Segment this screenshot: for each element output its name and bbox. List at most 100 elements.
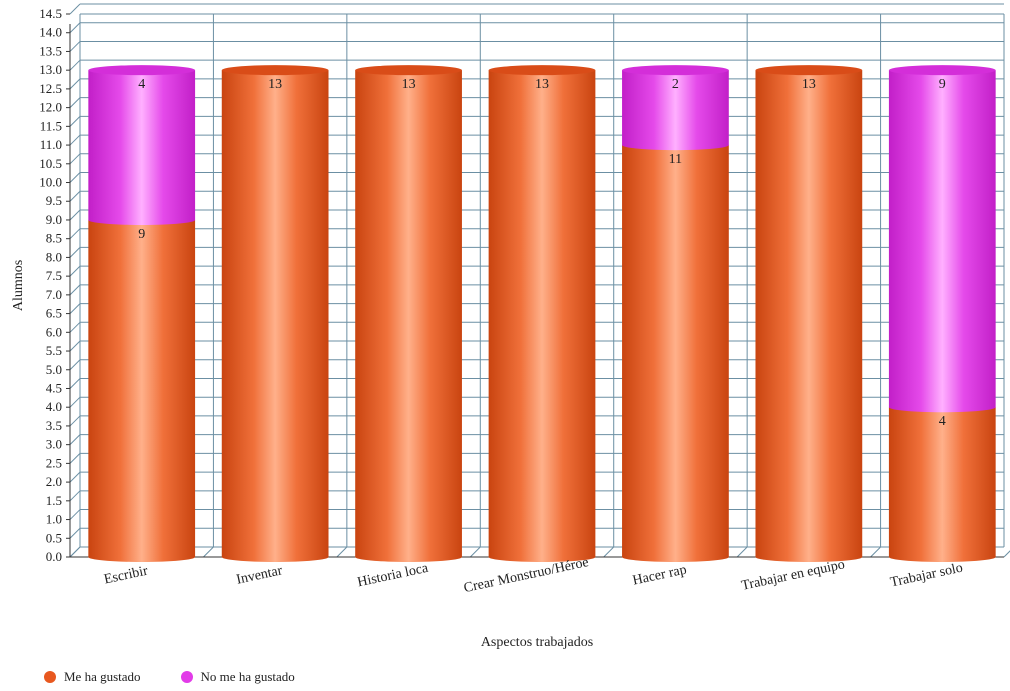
data-label: 13	[535, 77, 549, 92]
bar-base	[755, 552, 863, 562]
gridline-diag	[69, 303, 81, 314]
bar-body	[221, 70, 329, 557]
bar-segment[interactable]	[88, 65, 196, 225]
y-tick-label: 10.5	[39, 156, 62, 171]
gridline-floor	[603, 546, 615, 558]
bar-base	[488, 552, 596, 562]
y-tick-label: 2.5	[46, 455, 62, 470]
bar-cap	[888, 65, 996, 76]
bar-segment[interactable]	[488, 65, 596, 562]
bar-cap	[355, 65, 462, 76]
bar-base	[88, 214, 196, 225]
data-label: 9	[138, 227, 145, 242]
bar-body	[755, 70, 863, 557]
data-label: 13	[802, 77, 816, 92]
bar-segment[interactable]	[888, 407, 996, 562]
bar-body	[88, 70, 196, 220]
gridline-diag	[69, 59, 81, 71]
y-tick-label: 1.0	[46, 512, 62, 527]
x-tick-label: Trabajar solo	[889, 561, 964, 591]
bar-cap	[755, 65, 863, 76]
y-tick-label: 5.5	[46, 343, 62, 358]
y-tick-label: 3.0	[46, 437, 62, 452]
bar-cap	[221, 65, 329, 76]
gridline-diag	[69, 321, 81, 333]
data-label: 4	[138, 77, 145, 92]
gridline-diag	[69, 22, 81, 34]
y-tick-label: 9.0	[46, 212, 62, 227]
bar-base	[88, 552, 196, 562]
bar-cap	[488, 65, 596, 76]
x-tick-label: Historia loca	[356, 561, 430, 591]
y-tick-label: 7.0	[46, 287, 62, 302]
y-tick-label: 11.0	[40, 137, 62, 152]
y-tick-label: 14.5	[39, 6, 62, 21]
bar-segment[interactable]	[221, 65, 329, 562]
bar-body	[622, 70, 729, 146]
bar-segment[interactable]	[355, 65, 462, 562]
gridline-floor	[203, 546, 214, 558]
y-tick-label: 9.5	[46, 193, 62, 208]
gridline-diag	[69, 284, 81, 296]
y-tick-label: 13.0	[39, 62, 62, 77]
y-axis-title: Alumnos	[11, 260, 26, 311]
x-tick-label: Escribir	[103, 564, 150, 588]
data-label: 2	[672, 77, 679, 92]
gridline-diag	[69, 153, 81, 165]
bars	[88, 65, 996, 562]
bar-body	[355, 70, 462, 557]
y-tick-label: 6.5	[46, 306, 62, 321]
legend-item-liked[interactable]: Me ha gustado	[44, 669, 141, 685]
bar-base	[888, 402, 996, 413]
y-tick-label: 2.0	[46, 474, 62, 489]
x-tick-label: Hacer rap	[631, 563, 688, 589]
bar-body	[888, 407, 996, 557]
gridline-diag	[69, 115, 81, 127]
bar-body	[488, 70, 596, 557]
bar-base	[221, 552, 329, 562]
y-tick-label: 4.0	[46, 399, 62, 414]
bar-base	[622, 552, 729, 562]
y-tick-label: 11.5	[40, 118, 62, 133]
gridline-diag	[69, 471, 81, 483]
data-label: 9	[939, 77, 946, 92]
gridline-diag	[69, 378, 81, 389]
gridline-floor	[870, 546, 881, 558]
gridline-floor	[336, 546, 348, 558]
x-axis-title: Aspectos trabajados	[481, 635, 593, 650]
legend-swatch-not-liked	[180, 671, 193, 683]
y-tick-label: 4.5	[46, 380, 62, 395]
gridline-diag	[69, 509, 81, 520]
y-tick-label: 5.0	[46, 362, 62, 377]
gridline-diag	[69, 265, 81, 277]
gridline-diag	[69, 453, 81, 464]
gridline-floor	[69, 546, 81, 558]
bar-base	[355, 552, 462, 562]
bar-segment[interactable]	[622, 65, 729, 151]
y-tick-label: 8.0	[46, 249, 62, 264]
y-tick-label: 12.5	[39, 81, 62, 96]
legend-item-not-liked[interactable]: No me ha gustado	[180, 669, 295, 685]
y-tick-label: 0.5	[46, 530, 62, 545]
y-tick-label: 10.0	[39, 175, 62, 190]
bar-segment[interactable]	[622, 145, 729, 562]
gridline-diag	[69, 172, 81, 183]
y-tick-label: 0.0	[46, 549, 62, 564]
gridline-diag	[69, 3, 81, 15]
legend-label-not-liked: No me ha gustado	[200, 669, 295, 684]
y-tick-label: 13.5	[39, 43, 62, 58]
bar-base	[888, 552, 996, 562]
bar-segment[interactable]	[888, 65, 996, 413]
gridline-floor	[736, 546, 748, 558]
gridline-floor	[469, 546, 481, 558]
gridline-diag	[69, 228, 81, 240]
gridline-diag	[69, 490, 81, 502]
gridline-floor	[1003, 550, 1010, 558]
bar-segment[interactable]	[755, 65, 863, 562]
bar-cap	[88, 65, 196, 76]
y-tick-label: 6.0	[46, 324, 62, 339]
bar-segment[interactable]	[88, 219, 196, 562]
y-tick-label: 1.5	[46, 493, 62, 508]
gridline-diag	[69, 41, 81, 52]
